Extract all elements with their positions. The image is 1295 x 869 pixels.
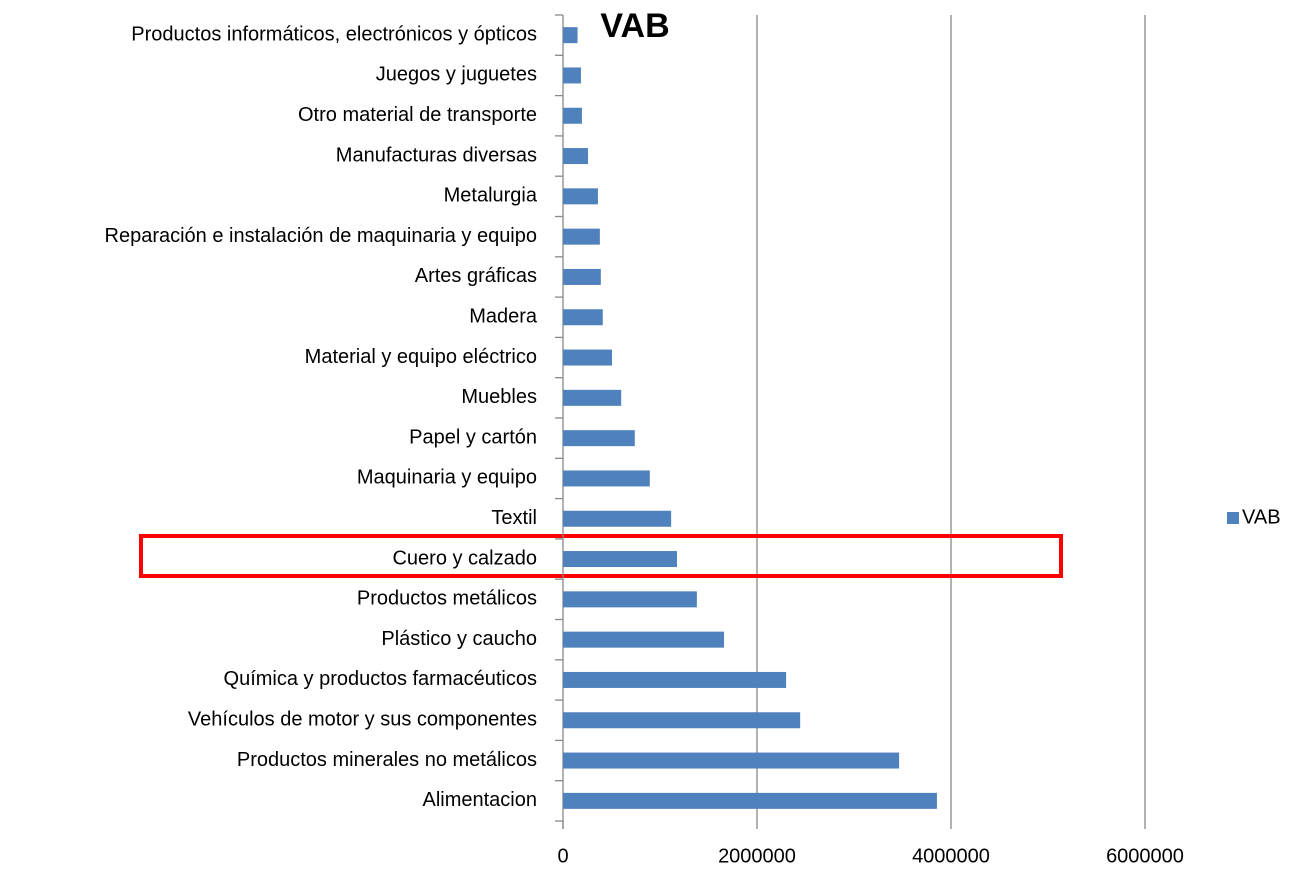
y-tick-label: Productos metálicos: [357, 588, 537, 610]
y-tick-label: Productos informáticos, electrónicos y ó…: [131, 23, 537, 45]
bar: [563, 792, 937, 809]
y-tick-label: Vehículos de motor y sus componentes: [188, 709, 537, 731]
bar: [563, 631, 725, 648]
bar: [563, 309, 603, 326]
highlight-box: [139, 534, 1063, 578]
x-tick-label: 6000000: [1106, 845, 1184, 867]
y-tick-label: Plástico y caucho: [381, 628, 537, 650]
bar: [563, 349, 612, 366]
chart-title: VAB: [600, 7, 669, 45]
bar: [563, 389, 622, 406]
bar: [563, 591, 697, 608]
bar: [563, 510, 672, 527]
bar: [563, 268, 601, 285]
x-tick-label: 0: [557, 845, 568, 867]
y-tick-label: Química y productos farmacéuticos: [224, 668, 537, 690]
bar: [563, 27, 578, 44]
bar: [563, 551, 677, 568]
y-tick-label: Cuero y calzado: [392, 547, 537, 569]
y-tick-label: Papel y cartón: [409, 426, 537, 448]
x-tick-label: 4000000: [912, 845, 990, 867]
y-tick-label: Manufacturas diversas: [336, 144, 537, 166]
bar: [563, 671, 787, 688]
y-tick-label: Productos minerales no metálicos: [237, 749, 537, 771]
legend-label: VAB: [1242, 506, 1281, 528]
y-tick-label: Metalurgia: [444, 185, 538, 207]
bar: [563, 148, 589, 165]
y-tick-label: Muebles: [461, 386, 537, 408]
bar: [563, 188, 598, 205]
y-tick-label: Maquinaria y equipo: [357, 467, 537, 489]
y-tick-label: Juegos y juguetes: [376, 64, 537, 86]
y-tick-label: Artes gráficas: [415, 265, 537, 287]
y-tick-label: Material y equipo eléctrico: [305, 346, 537, 368]
x-tick-label: 2000000: [718, 845, 796, 867]
y-tick-label: Alimentacion: [422, 789, 537, 811]
bar: [563, 712, 801, 729]
bar: [563, 752, 900, 769]
bar: [563, 470, 650, 487]
y-tick-label: Textil: [491, 507, 537, 529]
bar: [563, 67, 581, 84]
y-tick-label: Madera: [469, 306, 538, 328]
bar: [563, 107, 582, 124]
legend-swatch: [1227, 512, 1239, 524]
y-tick-label: Otro material de transporte: [298, 104, 537, 126]
y-tick-label: Reparación e instalación de maquinaria y…: [105, 225, 538, 247]
bar: [563, 228, 600, 245]
bar: [563, 430, 635, 447]
